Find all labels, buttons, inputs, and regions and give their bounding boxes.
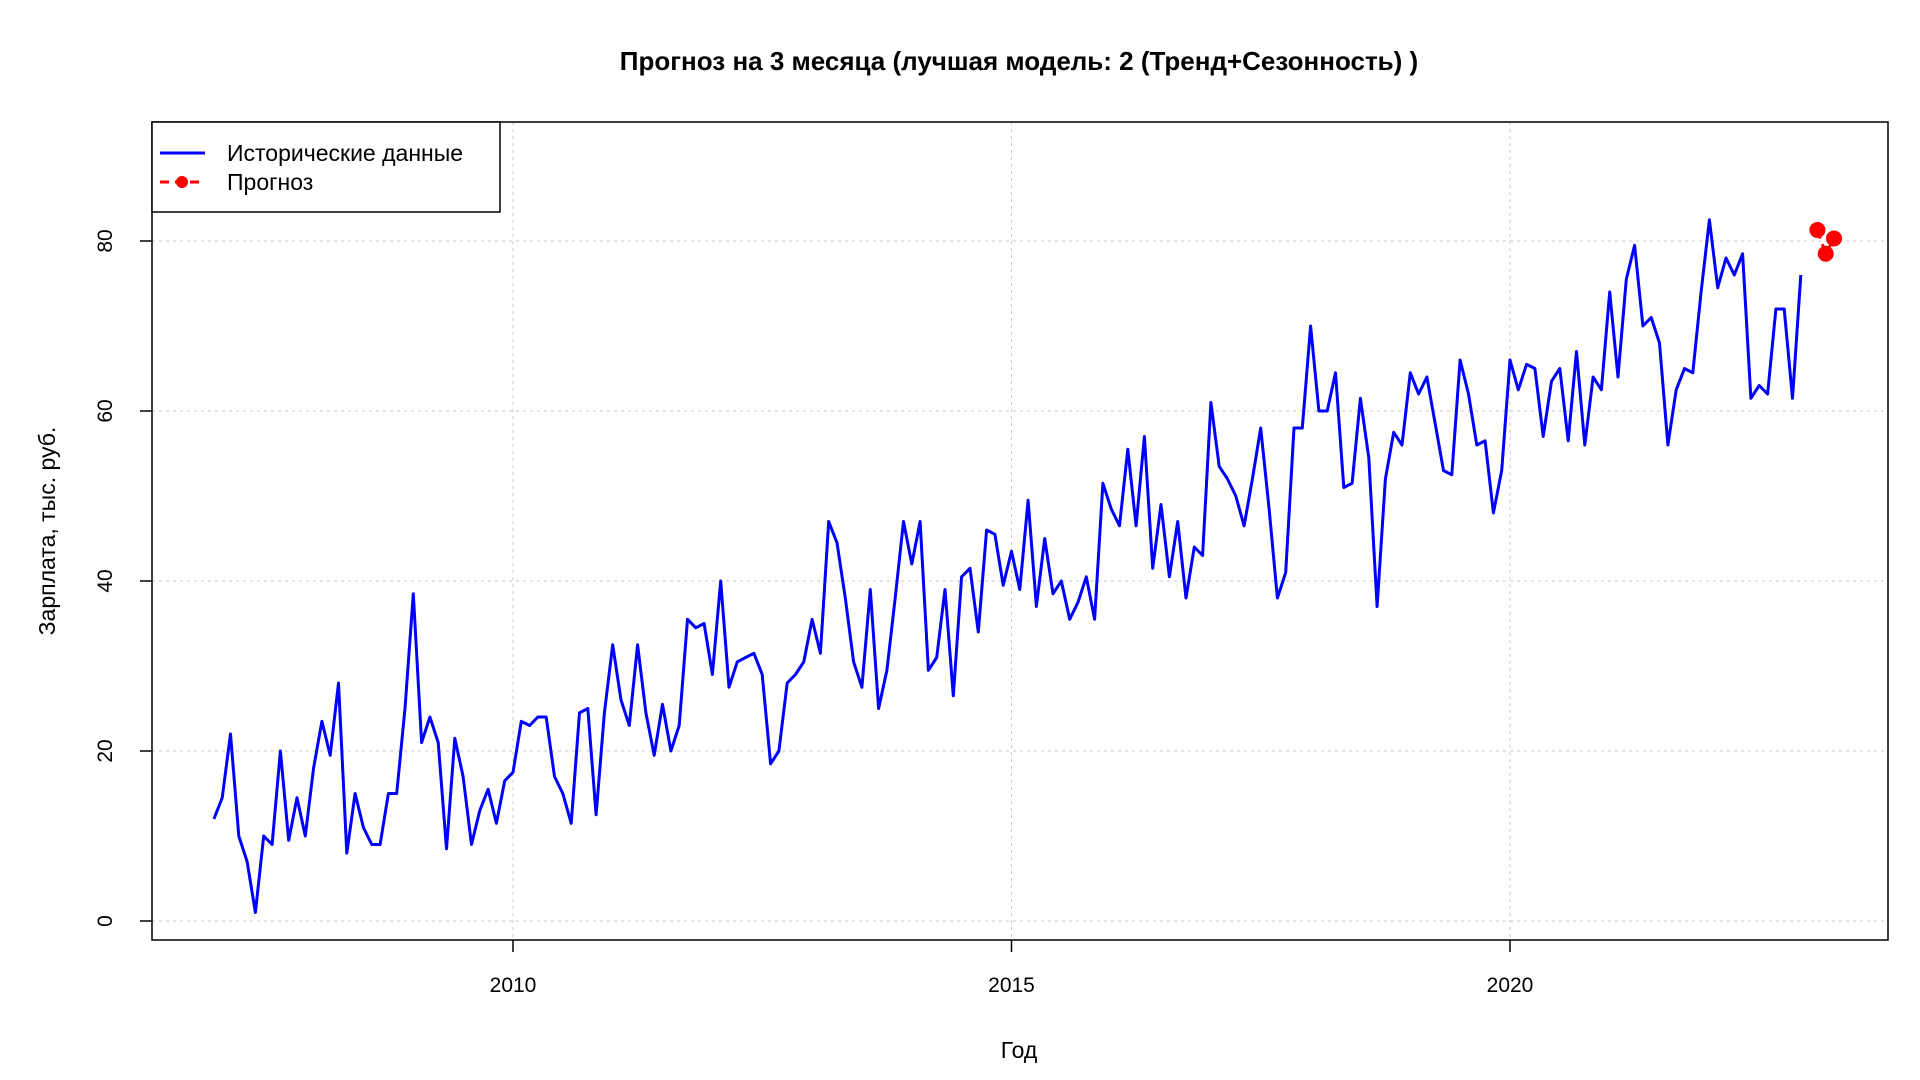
forecast-point <box>1817 245 1834 262</box>
x-axis: 2010 2015 2020 <box>490 940 1534 997</box>
y-tick-label: 20 <box>94 739 117 762</box>
y-tick-label: 80 <box>94 229 117 252</box>
forecast-point <box>1809 221 1826 238</box>
y-axis-label: Зарплата, тыс. руб. <box>34 427 60 636</box>
y-tick-label: 40 <box>94 569 117 592</box>
legend-box <box>151 121 501 213</box>
plot-area-frame <box>151 121 1889 941</box>
y-tick-label: 0 <box>94 915 117 927</box>
x-tick-label: 2010 <box>490 974 537 997</box>
legend-historical-label: Исторические данные <box>227 140 463 166</box>
historical-data-line <box>212 218 1803 914</box>
y-axis: 0 20 40 60 80 <box>94 229 152 927</box>
x-axis-label: Год <box>1001 1037 1038 1063</box>
grid-lines <box>152 122 1888 940</box>
legend-forecast-point <box>176 176 188 188</box>
x-tick-label: 2020 <box>1487 974 1534 997</box>
series-layer <box>212 218 1843 914</box>
chart-title: Прогноз на 3 месяца (лучшая модель: 2 (Т… <box>620 46 1418 76</box>
x-tick-label: 2015 <box>988 974 1035 997</box>
legend-forecast-label: Прогноз <box>227 169 313 195</box>
legend: Исторические данные Прогноз <box>151 121 501 213</box>
y-tick-label: 60 <box>94 399 117 422</box>
forecast-point <box>1826 230 1843 247</box>
